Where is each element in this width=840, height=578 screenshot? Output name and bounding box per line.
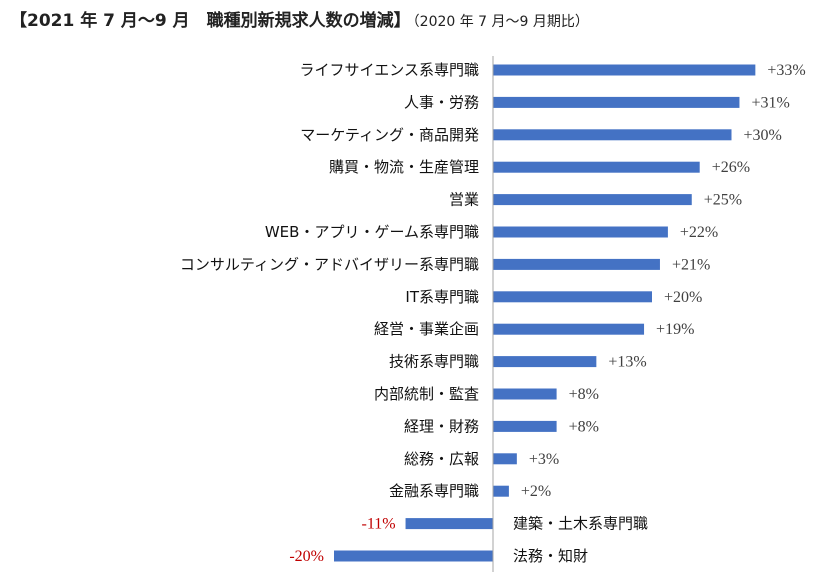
bar <box>493 96 740 108</box>
data-label: +33% <box>767 62 805 79</box>
category-label: コンサルティング・アドバイザリー系専門職 <box>180 255 479 273</box>
category-label: IT系専門職 <box>405 288 479 306</box>
labels-layer: ライフサイエンス系専門職 +33% 人事・労務 +31% マーケティング・商品開発 +30… <box>180 61 806 565</box>
category-label: 建築・土木系専門職 <box>513 515 648 533</box>
data-label: +20% <box>664 289 702 306</box>
bar <box>493 485 509 497</box>
bar <box>493 258 660 270</box>
data-label: +3% <box>529 451 559 468</box>
data-label: +2% <box>521 483 551 500</box>
bar <box>493 64 756 76</box>
bar <box>493 323 645 335</box>
data-label: +8% <box>569 418 599 435</box>
bar <box>493 420 557 432</box>
bar <box>493 388 557 400</box>
data-label: +26% <box>712 159 750 176</box>
category-label: 営業 <box>449 191 479 209</box>
bar <box>493 291 652 303</box>
chart-title-line: 【2021 年 7 月～9 月 職種別新規求人数の増減】 （2020 年 7 月～… <box>10 6 589 31</box>
bar <box>493 129 732 141</box>
data-label: +21% <box>672 256 710 273</box>
bar <box>493 453 517 465</box>
category-label: 経営・事業企画 <box>374 320 479 338</box>
category-label: 内部統制・監査 <box>374 385 479 403</box>
category-label: 経理・財務 <box>404 417 479 435</box>
bar <box>493 226 668 238</box>
data-label: -11% <box>361 516 395 533</box>
bar <box>493 356 597 368</box>
category-label: WEB・アプリ・ゲーム系専門職 <box>265 223 479 241</box>
data-label: +8% <box>569 386 599 403</box>
bar <box>493 161 700 173</box>
category-label: 技術系専門職 <box>389 353 479 371</box>
bar <box>493 194 692 206</box>
bar <box>405 518 493 530</box>
chart-subtitle: （2020 年 7 月～9 月期比） <box>412 14 589 30</box>
category-label: 総務・広報 <box>404 450 479 468</box>
data-label: +19% <box>656 321 694 338</box>
data-label: +13% <box>608 354 646 371</box>
data-label: -20% <box>289 548 324 565</box>
bar <box>334 550 493 562</box>
category-label: ライフサイエンス系専門職 <box>299 61 479 79</box>
bars-layer <box>334 64 756 562</box>
chart-title: 【2021 年 7 月～9 月 職種別新規求人数の増減】 <box>10 11 411 31</box>
data-label: +22% <box>680 224 718 241</box>
data-label: +31% <box>751 94 789 111</box>
data-label: +30% <box>744 127 782 144</box>
data-label: +25% <box>704 192 742 209</box>
category-label: マーケティング・商品開発 <box>300 126 479 144</box>
category-label: 人事・労務 <box>404 93 479 111</box>
category-label: 法務・知財 <box>513 547 588 565</box>
category-label: 購買・物流・生産管理 <box>329 158 479 176</box>
category-label: 金融系専門職 <box>389 482 479 500</box>
